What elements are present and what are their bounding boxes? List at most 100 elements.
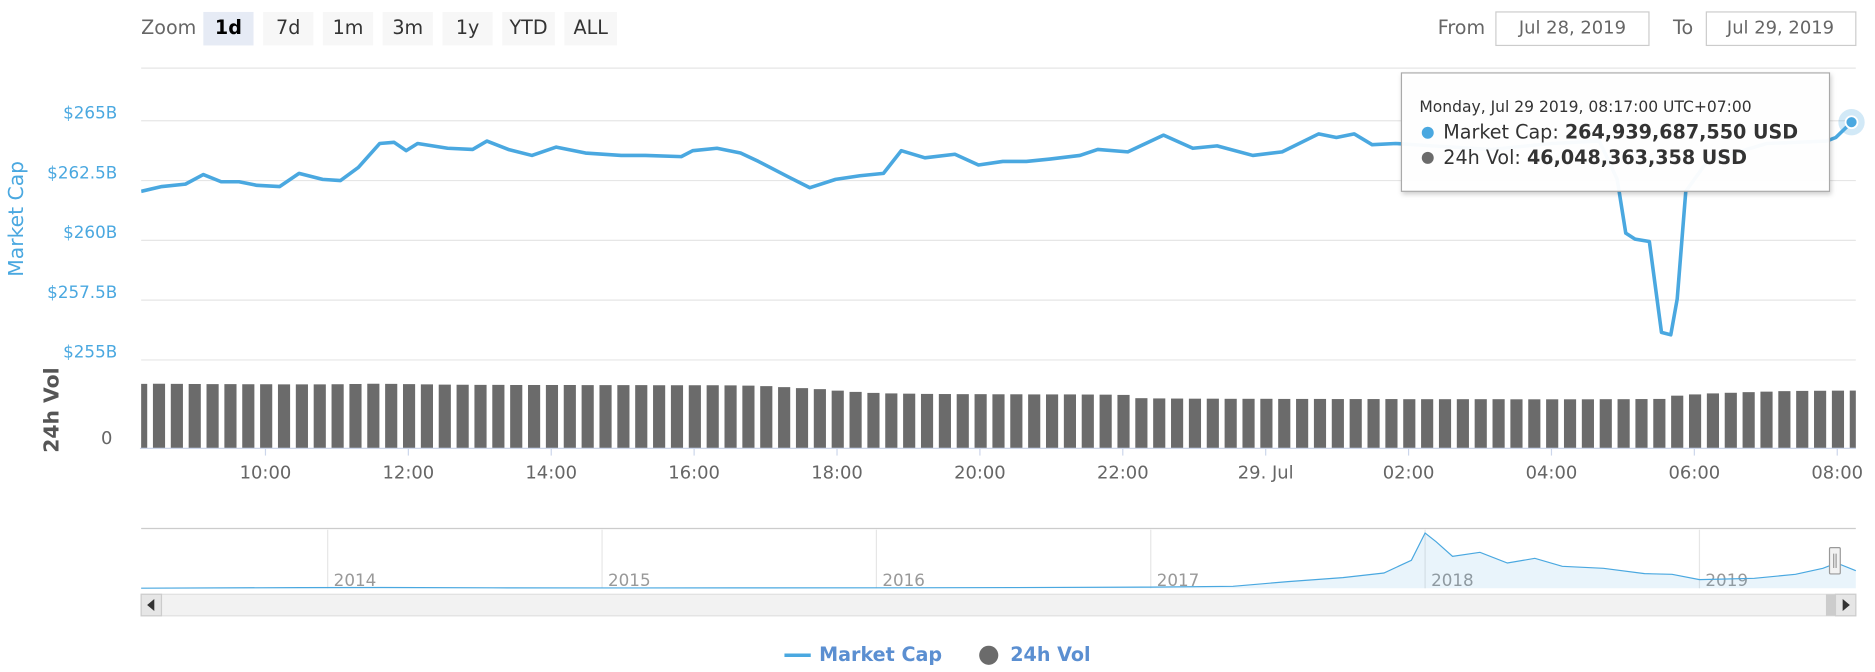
zoom-button-label[interactable]: 1d xyxy=(215,16,242,39)
volume-bar xyxy=(474,384,487,449)
navigator-handle[interactable] xyxy=(1828,547,1841,575)
legend-symbol[interactable] xyxy=(979,645,999,665)
x-tick-label: 16:00 xyxy=(668,463,720,484)
zoom-button-label[interactable]: YTD xyxy=(509,16,548,39)
zoom-button-label[interactable]: ALL xyxy=(574,16,609,39)
volume-bar xyxy=(1760,391,1773,449)
volume-bar xyxy=(1260,398,1273,449)
volume-bar xyxy=(242,384,255,449)
volume-bar xyxy=(1135,398,1148,449)
hover-point xyxy=(1844,115,1859,130)
tooltip-bullet xyxy=(1421,151,1434,164)
volume-bar xyxy=(670,385,684,449)
volume-bar xyxy=(1242,398,1255,449)
scrollbar-thumb[interactable] xyxy=(1825,594,1836,616)
volume-bar xyxy=(1296,398,1309,449)
volume-bar xyxy=(1814,390,1827,449)
volume-bar xyxy=(760,386,773,449)
zoom-button[interactable] xyxy=(502,11,555,46)
volume-bar xyxy=(1671,395,1684,449)
navigator-tick-label: 2016 xyxy=(882,570,925,590)
volume-bar xyxy=(903,393,916,449)
from-value[interactable]: Jul 28, 2019 xyxy=(1518,18,1626,39)
to-value[interactable]: Jul 29, 2019 xyxy=(1726,18,1834,39)
x-tick-label: 10:00 xyxy=(240,463,292,484)
x-tick-label: 06:00 xyxy=(1669,463,1721,484)
volume-bar xyxy=(260,384,273,449)
volume-bar xyxy=(1510,399,1523,449)
volume-bar xyxy=(1171,398,1184,449)
legend-label[interactable]: 24h Vol xyxy=(1010,643,1090,666)
grid xyxy=(139,120,1856,449)
zoom-button[interactable] xyxy=(263,11,314,46)
volume-bar xyxy=(1045,394,1059,449)
volume-bar xyxy=(1188,398,1202,449)
volume-bar xyxy=(1778,391,1791,449)
volume-bar xyxy=(438,384,451,449)
volume-bar xyxy=(1617,399,1630,449)
volume-bar xyxy=(1081,394,1094,449)
volume-bar xyxy=(331,384,344,449)
navigator-line xyxy=(141,532,1857,589)
volume-bar xyxy=(956,394,969,449)
volume-bar xyxy=(224,384,237,449)
x-tick-label: 12:00 xyxy=(383,463,435,484)
zoom-button-label[interactable]: 7d xyxy=(276,16,300,39)
zoom-button-label[interactable]: 1y xyxy=(456,16,480,39)
volume-bar xyxy=(635,385,648,449)
tooltip: Monday, Jul 29 2019, 08:17:00 UTC+07:00 … xyxy=(1400,72,1831,192)
tooltip-title: Monday, Jul 29 2019, 08:17:00 UTC+07:00 xyxy=(1419,98,1751,116)
x-tick-label: 02:00 xyxy=(1383,463,1435,484)
volume-bar xyxy=(545,384,559,449)
volume-bar xyxy=(1599,399,1612,449)
volume-bar xyxy=(402,384,416,449)
volume-bar xyxy=(1421,399,1434,449)
toolbar: Zoom From Jul 28, 2019 To Jul 29, 2019 1… xyxy=(141,11,1857,47)
zoom-button[interactable] xyxy=(203,11,254,46)
tooltip-row: Market Cap: 264,939,687,550 USD xyxy=(1443,120,1798,143)
volume-bar xyxy=(188,383,201,449)
navigator-tick-label: 2014 xyxy=(334,570,377,590)
y-tick-label: $255B xyxy=(63,342,117,362)
scrollbar-track[interactable] xyxy=(140,593,1857,617)
zoom-button[interactable] xyxy=(382,11,433,46)
zoom-button[interactable] xyxy=(442,11,493,46)
y-axis-title: Market Cap xyxy=(4,161,28,277)
y-tick-label: $257.5B xyxy=(47,282,117,302)
volume-bar xyxy=(885,393,898,449)
volume-bar xyxy=(1849,390,1856,449)
y-tick-label: $265B xyxy=(63,103,117,123)
legend-label[interactable]: Market Cap xyxy=(819,643,942,666)
volume-bar xyxy=(1635,399,1648,449)
volume-bar xyxy=(1278,398,1291,449)
volume-bars xyxy=(141,383,1856,449)
volume-bar xyxy=(867,392,880,449)
from-input[interactable] xyxy=(1495,11,1650,47)
tooltip-value: 46,048,363,358 USD xyxy=(1527,145,1747,168)
volume-bar xyxy=(938,394,951,449)
volume-bar xyxy=(992,394,1005,449)
to-input[interactable] xyxy=(1705,11,1857,47)
volume-bar xyxy=(170,383,183,449)
volume-bar xyxy=(1063,394,1076,449)
volume-bar xyxy=(1653,398,1666,449)
x-tick-label: 18:00 xyxy=(811,463,863,484)
volume-bar xyxy=(1528,399,1541,449)
x-tick-label: 04:00 xyxy=(1526,463,1578,484)
volume-bar xyxy=(563,384,576,449)
legend: Market Cap 24h Vol xyxy=(784,643,1091,666)
volume-bar xyxy=(1474,399,1487,449)
volume-bar xyxy=(1492,399,1505,449)
zoom-button-label[interactable]: 1m xyxy=(333,16,364,39)
volume-bar xyxy=(653,385,666,449)
zoom-button[interactable] xyxy=(322,11,374,46)
volume-bar xyxy=(1456,399,1469,449)
volume-bar xyxy=(1367,399,1380,449)
zoom-button[interactable] xyxy=(564,11,618,46)
volume-bar xyxy=(1796,390,1809,449)
volume-bar xyxy=(778,387,791,449)
zoom-button-label[interactable]: 3m xyxy=(392,16,423,39)
x-tick-label: 22:00 xyxy=(1097,463,1149,484)
